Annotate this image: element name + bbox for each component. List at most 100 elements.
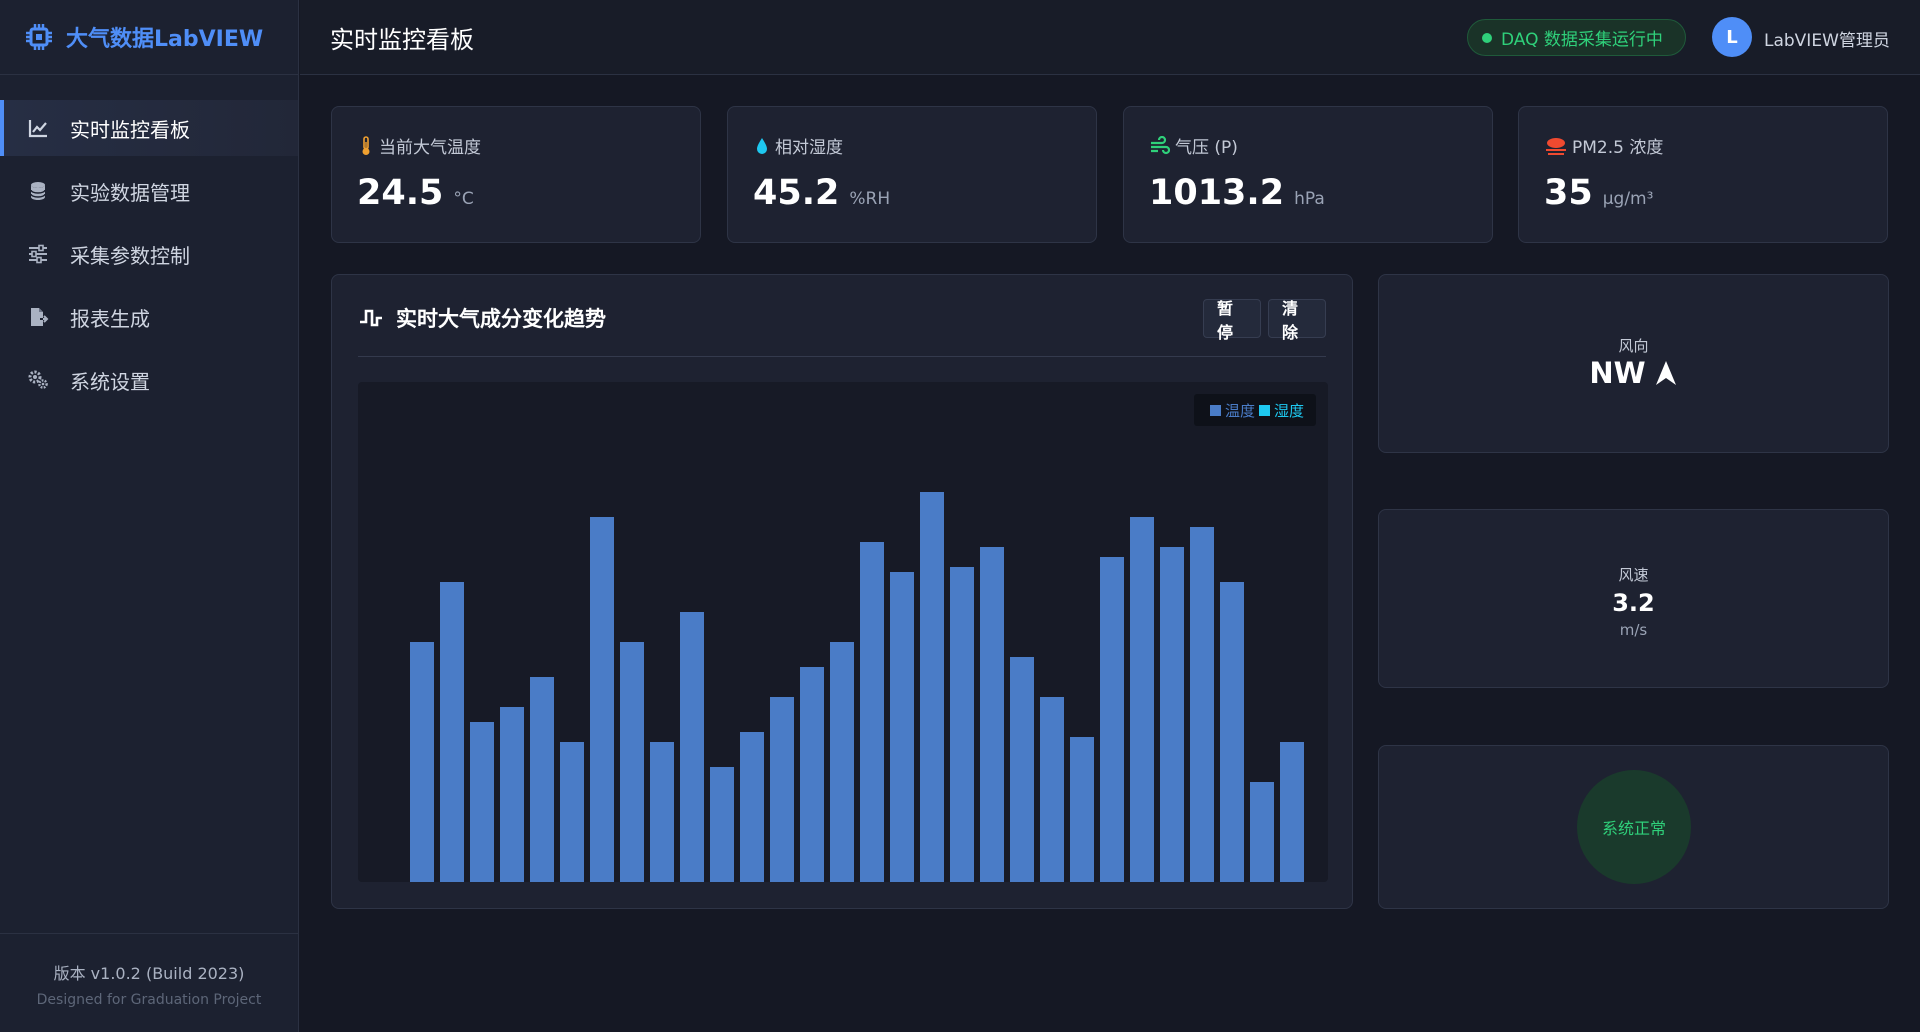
stat-value: 35 μg/m³ [1544,173,1653,213]
legend-item[interactable]: 湿度 [1258,400,1304,421]
chart-panel: 实时大气成分变化趋势 暂停 清除 温度 湿度 [331,274,1353,909]
chart-bar [1220,582,1244,882]
sliders-icon [26,242,50,266]
wave-square-icon [360,309,382,327]
chip-icon [26,24,52,50]
stat-label-text: 当前大气温度 [379,138,481,158]
sidebar-item-settings[interactable]: 系统设置 [0,352,298,408]
stat-label-text: 气压 (P) [1175,138,1238,158]
stat-value: 24.5 °C [357,173,474,213]
file-export-icon [26,305,50,329]
chart-bar [1280,742,1304,882]
legend-label: 湿度 [1273,401,1304,420]
chart-bar [890,572,914,882]
stat-value: 45.2 %RH [753,173,890,213]
stat-number: 45.2 [753,173,840,213]
stat-number: 1013.2 [1149,173,1285,213]
status-dot-icon [1482,32,1492,43]
chart-bar [650,742,674,882]
user-name[interactable]: LabVIEW管理员 [1764,31,1890,51]
thermometer-icon [362,135,370,155]
sidebar-item-label: 报表生成 [70,306,150,331]
chart-bar [440,582,464,882]
wind-direction-panel: 风向 NW [1378,274,1889,453]
chart-bar [1070,737,1094,882]
smog-icon [1546,137,1566,155]
pause-button[interactable]: 暂停 [1203,299,1261,342]
sidebar-item-label: 实时监控看板 [70,117,190,142]
chart-bar [920,492,944,882]
chart-bar [950,567,974,882]
chart-bar [410,642,434,882]
sidebar-item-acquisition-control[interactable]: 采集参数控制 [0,226,298,282]
avatar[interactable]: L [1712,17,1752,57]
stat-unit: hPa [1294,189,1325,209]
chart-bar [980,547,1004,882]
stat-number: 35 [1544,173,1593,213]
stat-unit: °C [453,189,474,209]
daq-status-text: DAQ 数据采集运行中 [1501,30,1663,50]
stat-label: PM2.5 浓度 [1545,133,1663,158]
chart-bar [710,767,734,882]
stat-label: 气压 (P) [1150,133,1238,158]
chart-bar [620,642,644,882]
chart-bar [1130,517,1154,882]
chart-bar [530,677,554,882]
designed-text: Designed for Graduation Project [36,992,262,1008]
chart-title-text: 实时大气成分变化趋势 [396,307,606,331]
sidebar-item-realtime-dashboard[interactable]: 实时监控看板 [0,100,298,156]
stat-label-text: PM2.5 浓度 [1572,138,1664,158]
chart-bar [740,732,764,882]
chart-bar [1250,782,1274,882]
chart-bar [500,707,524,882]
chart-bar [770,697,794,882]
wind-speed-label: 风速 [1618,566,1649,584]
stat-label: 当前大气温度 [358,133,481,158]
sidebar-footer: 版本 v1.0.2 (Build 2023) Designed for Grad… [0,933,298,1032]
chart-bar [1100,557,1124,882]
chart-bar [680,612,704,882]
sidebar-item-label: 系统设置 [70,369,150,394]
legend-swatch [1258,404,1270,416]
line-chart-icon [26,116,50,140]
system-status-indicator: 系统正常 [1577,770,1691,884]
droplet-icon [757,137,767,154]
legend-swatch [1209,404,1221,416]
brand-title: 大气数据LabVIEW [66,27,264,52]
brand[interactable]: 大气数据LabVIEW [0,0,298,75]
chart-bar [1160,547,1184,882]
chart-area: 温度 湿度 [358,382,1328,882]
stat-value: 1013.2 hPa [1149,173,1325,213]
sidebar-item-report[interactable]: 报表生成 [0,289,298,345]
chart-bar [860,542,884,882]
stat-card-pressure: 气压 (P) 1013.2 hPa [1123,106,1493,243]
database-icon [26,179,50,203]
chart-bar [1040,697,1064,882]
wind-speed-panel: 风速 3.2 m/s [1378,509,1889,688]
stat-label-text: 相对湿度 [775,138,843,158]
wind-direction-text: NW [1589,356,1646,390]
sidebar-item-data-management[interactable]: 实验数据管理 [0,163,298,219]
wind-speed-block: 风速 3.2 m/s [1379,564,1888,639]
chart-title: 实时大气成分变化趋势 [358,303,606,333]
chart-bar [1010,657,1034,882]
stat-card-temperature: 当前大气温度 24.5 °C [331,106,701,243]
sidebar: 大气数据LabVIEW 实时监控看板 实验数据管理 采集参数控制 报表生成 [0,0,299,1032]
gears-icon [26,368,50,392]
legend-label: 温度 [1224,401,1255,420]
page-title: 实时监控看板 [330,25,474,54]
wind-direction-block: 风向 NW [1379,335,1888,390]
clear-button[interactable]: 清除 [1268,299,1326,342]
stat-card-humidity: 相对湿度 45.2 %RH [727,106,1097,243]
chart-legend: 温度 湿度 [1193,394,1316,426]
wind-direction-value: NW [1379,356,1888,390]
legend-item[interactable]: 温度 [1209,400,1255,421]
chart-divider [358,356,1326,357]
stat-label: 相对湿度 [754,133,843,158]
stat-unit: %RH [849,189,891,209]
chart-bar [1190,527,1214,882]
stat-card-pm25: PM2.5 浓度 35 μg/m³ [1518,106,1888,243]
chart-bar [590,517,614,882]
chart-bar [800,667,824,882]
chart-bar [830,642,854,882]
